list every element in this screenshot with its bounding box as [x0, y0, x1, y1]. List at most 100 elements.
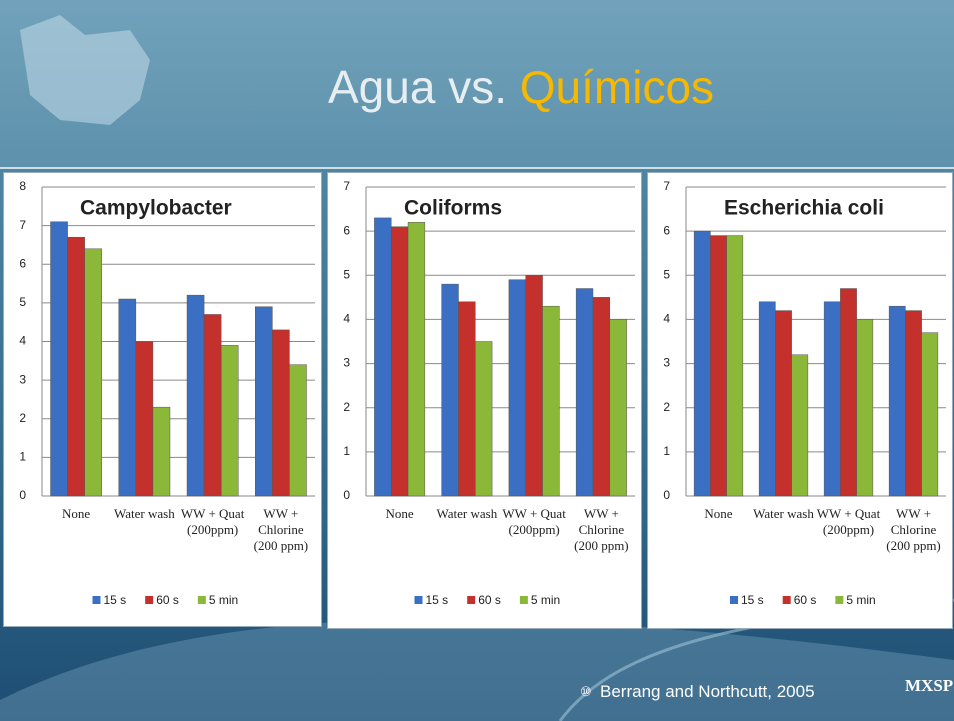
chart-panel: 0 1 2 3 4 5 6 7 8 Campylobacter 15 s 60 s 5 min None W… — [3, 172, 322, 627]
bar — [289, 364, 307, 497]
bar — [840, 288, 857, 497]
legend-swatch — [92, 596, 101, 604]
legend-label: 15 s — [426, 593, 449, 607]
x-tick-label: WW + Chlorine (200 ppm) — [886, 506, 941, 553]
bar — [710, 235, 727, 497]
title-text: Agua vs. — [328, 61, 507, 113]
bar — [791, 354, 809, 497]
y-tick-label: 7 — [663, 179, 670, 193]
y-tick-label: 2 — [663, 400, 670, 414]
y-tick-label: 5 — [663, 267, 670, 281]
x-tick-label: None — [385, 506, 414, 521]
bar — [575, 288, 594, 497]
y-tick-label: 0 — [19, 488, 26, 502]
bar — [390, 226, 409, 497]
bar — [592, 297, 611, 497]
legend-label: 60 s — [794, 593, 817, 607]
legend-swatch — [414, 596, 423, 604]
y-tick-label: 5 — [19, 295, 26, 309]
y-tick-label: 0 — [663, 488, 670, 502]
legend-swatch — [730, 596, 738, 604]
chart: 0 1 2 3 4 5 6 7 Coliforms 15 s 60 s 5 min — [343, 179, 635, 607]
bar — [374, 217, 392, 497]
logo: MXSP — [905, 676, 954, 695]
x-tick-label: Water wash — [436, 506, 498, 521]
chart-panel: 0 1 2 3 4 5 6 7 Escherichia coli 15 s 60 s 5 min Non… — [647, 172, 953, 629]
bar — [220, 345, 239, 497]
x-tick-label: WW + Quat (200ppm) — [502, 506, 566, 537]
bar — [272, 329, 290, 497]
x-tick-label: WW + Quat (200ppm) — [180, 506, 245, 537]
bar — [458, 301, 476, 497]
chart-title: Coliforms — [404, 197, 502, 220]
legend-label: 60 s — [478, 593, 501, 607]
y-tick-label: 7 — [343, 179, 350, 193]
legend-swatch — [782, 596, 791, 604]
bar — [905, 310, 922, 497]
legend-label: 5 min — [209, 593, 238, 607]
bar — [888, 305, 906, 497]
bar — [693, 230, 711, 497]
bar — [726, 235, 744, 497]
bar — [856, 319, 874, 497]
y-tick-label: 6 — [663, 223, 670, 237]
bar — [152, 406, 171, 497]
x-tick-label: Water wash — [114, 506, 175, 521]
bar — [508, 279, 526, 497]
x-tick-label: WW + Chlorine (200 ppm) — [574, 506, 629, 553]
x-tick-label: None — [704, 506, 733, 521]
slide-number: ⑩ — [580, 684, 592, 699]
bar — [203, 314, 222, 497]
y-tick-label: 4 — [19, 334, 26, 348]
y-tick-label: 1 — [343, 444, 350, 458]
legend-label: 5 min — [531, 593, 560, 607]
legend-swatch — [145, 596, 154, 604]
bar — [135, 341, 154, 497]
y-tick-label: 2 — [19, 411, 26, 425]
legend-swatch — [519, 596, 528, 604]
x-tick-label: None — [62, 506, 91, 521]
bar — [475, 341, 493, 497]
title-highlight: Químicos — [519, 61, 715, 113]
y-tick-label: 8 — [19, 179, 26, 193]
bar — [758, 301, 776, 497]
x-tick-label: WW + Quat (200ppm) — [816, 506, 881, 537]
y-tick-label: 3 — [19, 372, 26, 386]
slide-title: Agua vs. Químicos — [328, 60, 714, 114]
legend-swatch — [467, 596, 476, 604]
y-tick-label: 4 — [343, 312, 350, 326]
chart-title: Campylobacter — [80, 197, 232, 220]
legend-swatch — [197, 596, 206, 604]
footer-citation: Berrang and Northcutt, 2005 — [600, 682, 815, 701]
bar — [186, 294, 205, 497]
chart-title: Escherichia coli — [724, 197, 884, 220]
y-tick-label: 5 — [343, 267, 350, 281]
legend-label: 5 min — [846, 593, 875, 607]
y-tick-label: 1 — [19, 450, 26, 464]
chart: 0 1 2 3 4 5 6 7 Escherichia coli 15 s 60 s 5 min — [663, 179, 946, 607]
legend-label: 15 s — [741, 593, 764, 607]
y-tick-label: 3 — [663, 356, 670, 370]
bar — [441, 283, 459, 497]
y-tick-label: 4 — [663, 312, 670, 326]
legend-label: 15 s — [104, 593, 127, 607]
legend-swatch — [835, 596, 844, 604]
bar — [50, 221, 68, 497]
bar — [255, 306, 273, 497]
y-tick-label: 0 — [343, 488, 350, 502]
bar — [542, 305, 560, 497]
y-tick-label: 3 — [343, 356, 350, 370]
chart-panel: 0 1 2 3 4 5 6 7 Coliforms 15 s 60 s 5 min None Water … — [327, 172, 642, 629]
y-tick-label: 6 — [343, 223, 350, 237]
x-tick-label: Water wash — [753, 506, 814, 521]
bar — [823, 301, 841, 497]
bar — [84, 248, 102, 497]
bar — [775, 310, 792, 497]
y-tick-label: 1 — [663, 444, 670, 458]
chart: 0 1 2 3 4 5 6 7 8 Campylobacter 15 s 60 s 5 min — [19, 179, 315, 607]
bar — [407, 222, 426, 497]
bar — [118, 298, 137, 497]
bar — [921, 332, 939, 497]
